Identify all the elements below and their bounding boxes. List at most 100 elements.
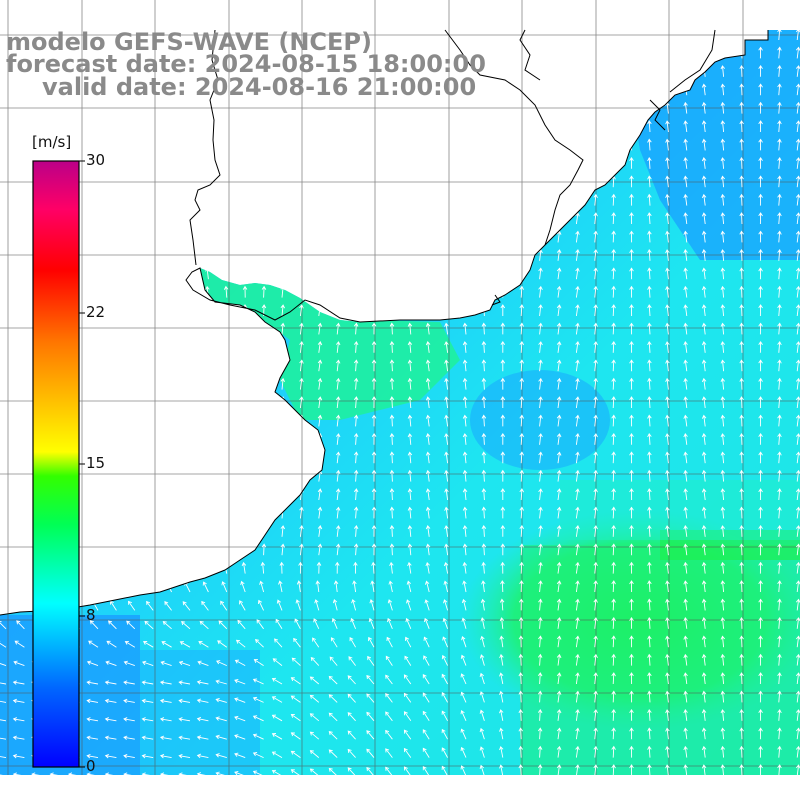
wind-arrow (720, 193, 726, 206)
wind-arrow (159, 698, 172, 704)
wind-arrow (403, 766, 412, 775)
wind-arrow (368, 636, 375, 648)
wind-arrow (777, 616, 782, 629)
colorbar-tick-30: 30 (86, 151, 106, 169)
wind-arrow (665, 304, 670, 317)
wind-arrow (701, 138, 707, 151)
wind-arrow (49, 772, 62, 775)
wind-arrow (758, 359, 763, 372)
wind-arrow (422, 729, 430, 740)
wind-arrow (556, 506, 562, 519)
wind-arrow (556, 672, 562, 685)
wind-arrow (196, 680, 209, 685)
wind-arrow (389, 377, 395, 390)
wind-arrow (556, 543, 562, 556)
wind-arrow (309, 694, 320, 703)
wind-arrow (276, 599, 283, 611)
wind-arrow (701, 322, 707, 335)
wind-arrow (537, 653, 543, 666)
wind-arrow (407, 506, 413, 519)
wind-arrow (629, 506, 634, 519)
wind-arrow (350, 617, 357, 629)
wind-arrow (683, 101, 688, 114)
wind-arrow (556, 727, 562, 740)
wind-arrow (519, 377, 524, 390)
wind-arrow (366, 711, 375, 722)
wind-arrow (146, 600, 154, 611)
wind-arrow (499, 617, 505, 629)
wind-arrow (701, 83, 707, 96)
wind-arrow (407, 561, 412, 574)
wind-arrow (385, 729, 393, 740)
wind-arrow (701, 561, 707, 574)
wind-arrow (518, 708, 523, 721)
wind-arrow (683, 451, 688, 464)
wind-arrow (665, 598, 670, 611)
wind-arrow (683, 561, 688, 574)
wind-arrow (406, 599, 412, 611)
wind-arrow (777, 30, 782, 41)
wind-arrow (519, 469, 524, 482)
wind-arrow (441, 710, 448, 722)
wind-arrow (611, 322, 616, 335)
wind-arrow (518, 745, 523, 758)
wind-arrow (575, 230, 580, 243)
wind-arrow (480, 635, 485, 648)
wind-arrow (777, 506, 782, 519)
wind-arrow (538, 580, 543, 593)
wind-arrow (234, 659, 246, 666)
wind-arrow (317, 322, 323, 335)
wind-arrow (701, 212, 707, 225)
wind-arrow (141, 698, 154, 704)
wind-arrow (500, 414, 506, 427)
wind-arrow (777, 543, 782, 556)
wind-arrow (739, 432, 744, 445)
wind-arrow (257, 599, 265, 611)
wind-arrow (317, 525, 323, 537)
wind-arrow (665, 157, 670, 169)
wind-arrow (701, 617, 707, 629)
wind-arrow (720, 635, 726, 648)
wind-arrow (537, 727, 543, 740)
wind-arrow (647, 690, 652, 703)
wind-arrow (279, 561, 284, 574)
wind-arrow (499, 709, 504, 721)
wind-arrow (777, 230, 782, 243)
wind-arrow (499, 745, 504, 758)
wind-arrow (739, 616, 744, 629)
wind-arrow (462, 322, 468, 335)
wind-arrow (647, 138, 652, 151)
wind-arrow (629, 653, 634, 666)
wind-arrow (556, 433, 562, 445)
wind-arrow (683, 120, 688, 133)
wind-arrow (481, 524, 487, 537)
wind-arrow (481, 469, 487, 482)
wind-arrow (159, 680, 172, 685)
wind-arrow (481, 414, 487, 427)
wind-arrow (556, 249, 562, 261)
wind-arrow (758, 396, 763, 409)
wind-arrow (593, 690, 598, 703)
wind-arrow (777, 745, 782, 758)
wind-arrow (701, 267, 707, 280)
wind-arrow (500, 359, 506, 372)
wind-arrow (575, 249, 580, 261)
wind-arrow (315, 580, 320, 593)
wind-arrow (683, 377, 688, 390)
wind-arrow (234, 752, 246, 759)
wind-arrow (499, 690, 504, 703)
wind-arrow (629, 635, 634, 648)
model-title: modelo GEFS-WAVE (NCEP) (6, 28, 372, 56)
wind-arrow (216, 660, 227, 667)
wind-arrow (758, 543, 763, 556)
wind-arrow (556, 690, 562, 703)
wind-arrow (178, 698, 191, 704)
wind-arrow (403, 729, 412, 740)
wind-arrow (479, 746, 485, 758)
wind-arrow (629, 432, 634, 445)
wind-arrow (290, 677, 301, 685)
colorbar (32, 160, 85, 768)
wind-arrow (462, 341, 468, 353)
wind-arrow (462, 451, 468, 464)
wind-arrow (499, 635, 504, 648)
